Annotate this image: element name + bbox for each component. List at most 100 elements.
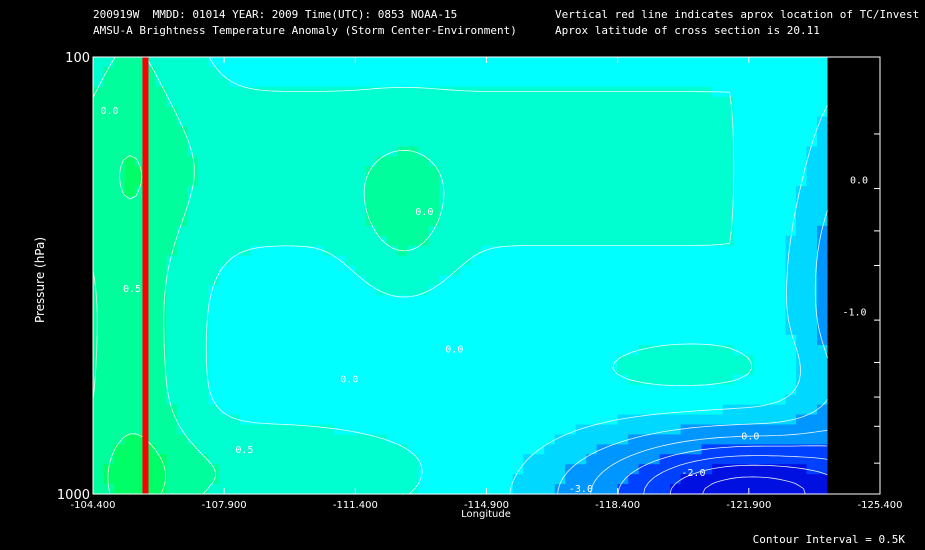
anomaly-cell	[113, 265, 126, 277]
anomaly-cell	[659, 265, 671, 277]
anomaly-cell	[124, 76, 136, 88]
anomaly-cell	[743, 335, 755, 346]
anomaly-cell	[596, 235, 608, 247]
anomaly-cell	[197, 384, 210, 396]
anomaly-cell	[554, 146, 566, 157]
anomaly-cell	[176, 454, 189, 465]
anomaly-cell	[607, 156, 619, 167]
header-line-1: 200919W MMDD: 01014 YEAR: 2009 Time(UTC)…	[93, 8, 458, 21]
anomaly-cell	[355, 474, 367, 485]
anomaly-cell	[292, 126, 304, 138]
anomaly-cell	[796, 424, 808, 436]
anomaly-cell	[271, 275, 283, 287]
anomaly-cell	[376, 86, 388, 98]
anomaly-cell	[166, 325, 178, 336]
anomaly-cell	[512, 156, 524, 167]
anomaly-cell	[124, 265, 136, 277]
anomaly-cell	[764, 295, 776, 306]
anomaly-cell	[134, 176, 147, 187]
anomaly-cell	[124, 96, 136, 108]
anomaly-cell	[817, 275, 829, 287]
x-tick-label: -104.400	[71, 500, 116, 511]
anomaly-cell	[575, 454, 587, 465]
anomaly-cell	[638, 136, 650, 147]
anomaly-cell	[565, 404, 577, 416]
anomaly-cell	[239, 364, 251, 376]
anomaly-cell	[302, 315, 314, 326]
anomaly-cell	[292, 414, 304, 426]
anomaly-cell	[187, 345, 199, 356]
anomaly-cell	[428, 186, 440, 197]
anomaly-cell	[701, 305, 713, 316]
anomaly-cell	[596, 136, 608, 147]
anomaly-cell	[113, 66, 126, 78]
anomaly-cell	[607, 186, 619, 197]
anomaly-cell	[638, 275, 650, 287]
anomaly-cell	[418, 285, 430, 296]
anomaly-cell	[481, 335, 493, 346]
anomaly-cell	[145, 176, 157, 187]
anomaly-cell	[271, 424, 283, 436]
anomaly-cell	[271, 335, 283, 346]
anomaly-cell	[313, 394, 325, 406]
anomaly-cell	[764, 146, 776, 157]
anomaly-cell	[187, 235, 199, 247]
anomaly-cell	[271, 86, 283, 98]
anomaly-cell	[470, 394, 482, 406]
anomaly-cell	[428, 235, 440, 247]
anomaly-cell	[134, 325, 147, 336]
anomaly-cell	[176, 235, 189, 247]
anomaly-cell	[344, 255, 356, 267]
anomaly-cell	[281, 315, 293, 326]
anomaly-cell	[344, 166, 356, 177]
anomaly-cell	[575, 96, 587, 108]
anomaly-cell	[218, 354, 231, 366]
anomaly-cell	[649, 186, 661, 197]
anomaly-cell	[691, 66, 703, 78]
anomaly-cell	[166, 275, 178, 287]
anomaly-cell	[187, 126, 199, 138]
anomaly-cell	[281, 404, 293, 416]
anomaly-cell	[565, 76, 577, 88]
anomaly-cell	[796, 166, 808, 177]
anomaly-cell	[397, 424, 409, 436]
anomaly-cell	[596, 215, 608, 227]
anomaly-cell	[806, 215, 818, 227]
anomaly-cell	[607, 76, 619, 88]
anomaly-cell	[722, 295, 734, 306]
anomaly-cell	[680, 374, 692, 386]
anomaly-cell	[785, 335, 797, 346]
anomaly-cell	[113, 335, 126, 346]
anomaly-cell	[544, 335, 556, 346]
anomaly-cell	[418, 116, 430, 128]
anomaly-cell	[365, 136, 377, 147]
anomaly-cell	[155, 404, 168, 416]
anomaly-cell	[491, 364, 503, 376]
anomaly-cell	[439, 335, 451, 346]
anomaly-cell	[376, 106, 388, 118]
anomaly-cell	[691, 454, 703, 465]
anomaly-cell	[113, 196, 126, 207]
anomaly-cell	[439, 116, 451, 128]
anomaly-cell	[407, 335, 419, 346]
anomaly-cell	[449, 255, 461, 267]
anomaly-cell	[554, 474, 566, 485]
anomaly-cell	[155, 225, 168, 237]
anomaly-cell	[176, 275, 189, 287]
anomaly-cell	[334, 285, 346, 296]
anomaly-cell	[197, 86, 210, 98]
anomaly-cell	[124, 424, 136, 436]
anomaly-cell	[155, 364, 168, 376]
anomaly-cell	[649, 444, 661, 455]
anomaly-cell	[565, 424, 577, 436]
anomaly-cell	[218, 364, 231, 376]
anomaly-cell	[323, 76, 335, 88]
anomaly-cell	[229, 126, 241, 138]
anomaly-cell	[145, 474, 157, 485]
anomaly-cell	[407, 374, 419, 386]
anomaly-cell	[638, 354, 650, 366]
anomaly-cell	[197, 464, 210, 475]
anomaly-cell	[575, 116, 587, 128]
anomaly-cell	[187, 176, 199, 187]
anomaly-cell	[460, 404, 472, 416]
